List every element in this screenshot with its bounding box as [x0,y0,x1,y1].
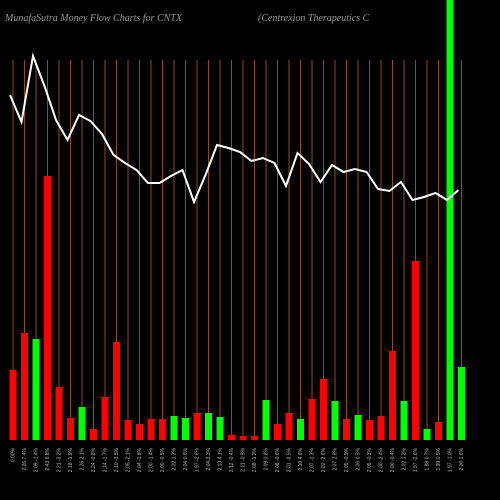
x-tick-label: 2.00 -1.4% [148,447,154,472]
bar [285,413,293,440]
bar [412,261,419,440]
x-tick-label: 2.13 4.1% [217,447,223,470]
bar [435,422,442,440]
x-tick-label: 2.02 -2.6% [321,447,327,472]
x-tick-label: 1.98 0.7% [424,447,430,470]
bar [21,333,28,440]
bar [193,413,201,440]
x-tick-label: 2.00 -2.4% [378,447,384,472]
x-tick-label: 2.04 0.6% [183,447,189,470]
bar [366,420,373,440]
x-tick-label: 2.04 3.3% [206,447,212,470]
x-tick-label: 2.24 -0.8% [91,447,97,472]
x-tick-label: 1.97 -2.6% [194,447,200,472]
x-tick-label: 2.09 0.8% [263,447,269,470]
x-tick-label: 2.01 -3.5% [286,447,292,472]
bar [90,429,97,440]
bar [101,397,109,440]
x-tick-label: 2.05 -2.1% [125,447,131,472]
bar [159,419,166,440]
bar [136,424,143,440]
bar [67,418,74,440]
bar [320,379,327,440]
x-tick-label: 1.99 0.5% [436,447,442,470]
x-tick-label: 2.00 -0.4% [390,447,396,472]
x-tick-label: 2.26 7.4% [22,447,28,470]
bar [297,419,304,440]
x-tick-label: 2.07 2.8% [332,447,338,470]
bar [170,416,178,440]
bar [262,400,270,440]
bar [308,399,316,440]
x-tick-label: 2.00 -0.5% [160,447,166,472]
bar [274,424,281,440]
bar [216,417,224,440]
bar [205,413,212,440]
x-tick-label: 0.00% [10,447,16,462]
chart-title: MunafaSutra Money Flow Charts for CNTX [4,13,183,24]
x-tick-label: 2.07 -1.3% [309,447,315,472]
x-tick-label: 2.21 -3.2% [56,447,62,472]
bar [228,435,235,440]
x-tick-label: 2.05 -0.9% [344,447,350,472]
x-tick-label: 2.10 4.6% [298,447,304,470]
bar [377,416,385,440]
x-tick-label: 2.14 -1.7% [102,447,108,472]
bar [458,367,465,440]
bar [343,419,350,440]
x-tick-label: 2.12 -0.4% [229,447,235,472]
x-tick-label: 2.08 -0.6% [275,447,281,472]
x-tick-label: 2.02 1.3% [171,447,177,470]
x-tick-label: 2.04 -1.8% [137,447,143,472]
bar [32,339,40,440]
bar [147,419,155,440]
x-tick-label: 1.97 -1.0% [447,447,453,472]
x-tick-label: 2.02 1.2% [401,447,407,470]
bar [9,370,17,440]
bar [124,420,132,440]
x-tick-label: 2.11 -0.5% [240,447,246,471]
x-tick-label: 1.97 -2.6% [413,447,419,472]
bar [182,418,189,440]
x-tick-label: 2.08 -1.2% [252,447,258,472]
chart-subtitle: (Centrexion Therapeutics C [258,13,370,24]
bar [423,429,431,440]
x-tick-label: 2.09 -1.4% [33,447,39,472]
x-tick-label: 2.06 0.5% [355,447,361,470]
bar [239,436,247,440]
bar [251,436,258,440]
bar [44,176,51,440]
bar [113,342,120,440]
bar [331,401,339,440]
bar [78,407,86,440]
bar [446,0,454,440]
bar [389,351,396,440]
price-line [9,52,460,205]
x-tick-label: 2.05 -0.3% [367,447,373,472]
x-tick-label: 2.00 1.6% [459,447,465,470]
x-tick-label: 2.10 -3.5% [114,447,120,472]
bar [354,415,362,440]
x-tick-label: 2.43 6.8% [45,447,51,470]
bar [400,401,408,440]
bar [55,387,63,440]
x-tick-label: 2.18 -1.9% [68,447,74,472]
x-tick-label: 2.26 2.1% [79,447,85,470]
